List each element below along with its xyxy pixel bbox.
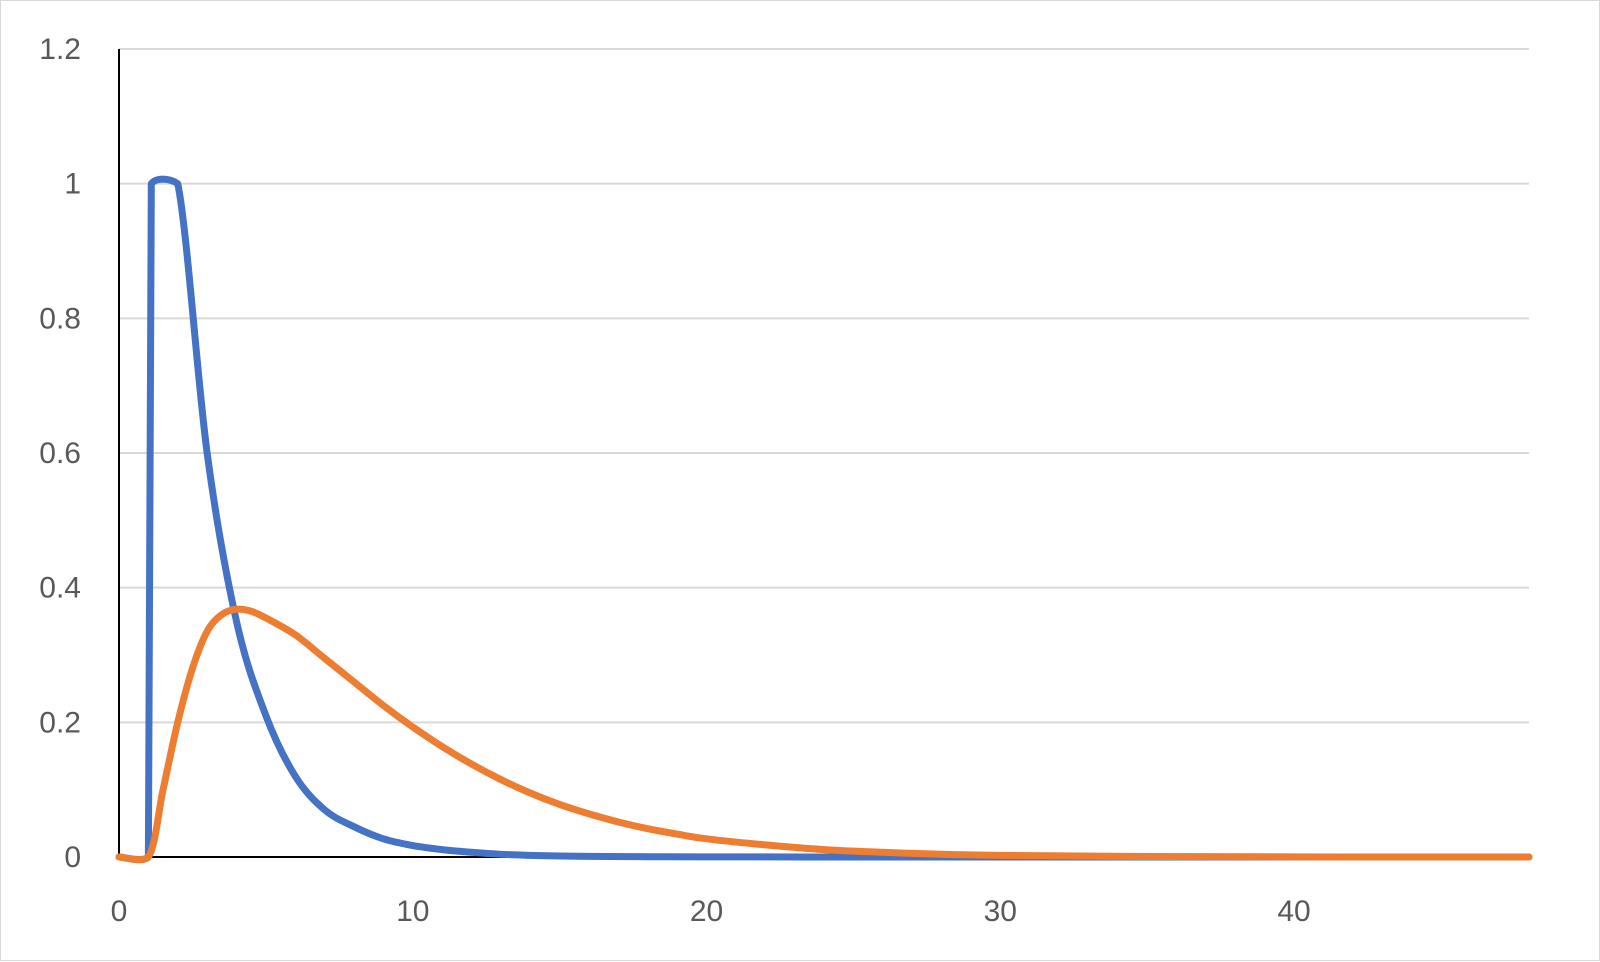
y-tick-label: 0	[64, 841, 81, 874]
x-tick-label: 30	[984, 895, 1017, 928]
y-tick-label: 1.2	[39, 33, 81, 66]
x-tick-label: 20	[690, 895, 723, 928]
series-line-1	[115, 175, 1533, 864]
y-tick-label: 0.4	[39, 572, 81, 605]
x-tick-label: 40	[1277, 895, 1310, 928]
x-tick-label: 0	[111, 895, 128, 928]
y-tick-label: 0.2	[39, 706, 81, 739]
x-axis-tick-labels: 0 10 20 30 40	[111, 895, 1311, 928]
series-lines	[115, 175, 1533, 864]
y-tick-label: 0.6	[39, 437, 81, 470]
y-axis-tick-labels: 0 0.2 0.4 0.6 0.8 1 1.2	[39, 33, 81, 874]
x-tick-label: 10	[396, 895, 429, 928]
y-tick-label: 1	[64, 168, 81, 201]
y-tick-label: 0.8	[39, 302, 81, 335]
gridlines	[119, 48, 1529, 724]
series-line-2	[115, 605, 1533, 864]
